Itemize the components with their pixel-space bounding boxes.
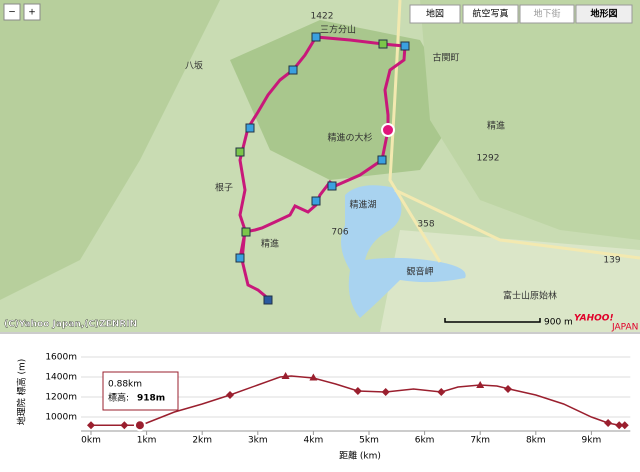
route-marker-diamond[interactable] <box>604 419 613 427</box>
route-marker-diamond[interactable] <box>437 388 446 396</box>
elevation-line <box>91 375 625 426</box>
route-marker-diamond[interactable] <box>353 387 362 395</box>
lake <box>341 185 466 318</box>
x-tick-label: 6km <box>415 436 435 446</box>
terrain <box>380 230 640 332</box>
scale-bar <box>444 318 541 323</box>
map-label: 精進の大杉 <box>327 132 372 144</box>
waypoint[interactable] <box>377 155 387 165</box>
map-label: 1292 <box>477 154 500 164</box>
map-label: 三方分山 <box>320 24 356 36</box>
waypoint[interactable] <box>263 295 273 305</box>
x-axis-title: 距離 (km) <box>339 450 381 462</box>
map-tab[interactable] <box>575 4 633 24</box>
route-marker-diamond[interactable] <box>226 391 234 399</box>
waypoint[interactable] <box>400 41 410 51</box>
x-tick-label: 2km <box>192 436 212 446</box>
map-label: 富士山原始林 <box>503 290 557 302</box>
terrain <box>420 0 640 240</box>
logo: YAHOO! <box>574 314 614 324</box>
map-label: 706 <box>331 228 348 238</box>
map-label: 八坂 <box>185 61 203 72</box>
map-tab[interactable] <box>462 4 519 24</box>
terrain <box>0 0 220 300</box>
map-labels: 1422三方分山八坂根子精進精進の大杉古関町精進1292精進湖358706観音岬… <box>185 12 621 302</box>
map-label: 観音岬 <box>406 266 433 278</box>
map-type-tabs: 地図 航空写真 地下街 地形図 <box>409 4 633 24</box>
zoom-out-button[interactable] <box>3 3 21 21</box>
map: 1422三方分山八坂根子精進精進の大杉古関町精進1292精進湖358706観音岬… <box>0 0 640 333</box>
y-tick-label: 1000m <box>45 413 77 423</box>
waypoint[interactable] <box>327 181 337 191</box>
route-marker-triangle[interactable] <box>309 373 318 381</box>
route-marker-triangle[interactable] <box>281 372 290 379</box>
map-label: 精進 <box>487 120 505 132</box>
y-tick-label: 1200m <box>45 393 77 403</box>
route <box>238 35 407 302</box>
waypoint[interactable] <box>245 123 255 133</box>
x-tick-label: 3km <box>248 436 268 446</box>
map-label: 精進湖 <box>349 199 376 211</box>
route-marker-triangle[interactable] <box>476 381 485 388</box>
route-marker-diamond[interactable] <box>620 421 629 430</box>
scale-label: 900 m <box>544 318 573 328</box>
map-tab[interactable] <box>519 4 575 24</box>
map-tab[interactable] <box>409 4 461 24</box>
tooltip-label: 標高: <box>108 392 129 404</box>
route-marker-diamond[interactable] <box>87 421 95 430</box>
route-marker-diamond[interactable] <box>504 385 512 393</box>
y-axis-title: 地理院 標高 (m) <box>16 359 28 426</box>
zoom-in-button[interactable] <box>23 3 41 21</box>
map-tab-label[interactable]: 地下街 <box>533 8 560 20</box>
zoom-out-label[interactable]: − <box>8 8 16 18</box>
route-marker-diamond[interactable] <box>381 388 390 396</box>
zoom-in-label[interactable]: + <box>28 8 36 18</box>
waypoint[interactable] <box>311 32 321 42</box>
x-tick-label: 0km <box>81 436 101 446</box>
waypoint[interactable] <box>241 227 251 237</box>
waypoint[interactable] <box>235 147 245 157</box>
x-tick-label: 8km <box>526 436 546 446</box>
map-label: 139 <box>603 256 620 266</box>
waypoint[interactable] <box>311 196 321 206</box>
x-tick-label: 4km <box>304 436 324 446</box>
map-label: 358 <box>417 220 434 230</box>
y-tick-label: 1400m <box>45 373 77 383</box>
x-tick-label: 5km <box>359 436 379 446</box>
x-tick-label: 1km <box>137 436 157 446</box>
map-tab-label[interactable]: 地形図 <box>590 8 617 20</box>
tooltip-box <box>102 371 179 411</box>
map-label: 根子 <box>215 182 233 194</box>
tooltip-point <box>133 419 146 432</box>
x-tick-label: 9km <box>582 436 602 446</box>
waypoint[interactable] <box>378 39 388 49</box>
road <box>388 0 640 263</box>
map-label: 精進 <box>261 238 279 250</box>
map-label: 古関町 <box>432 52 459 64</box>
logo-sub: JAPAN <box>611 323 638 333</box>
map-label: 1422 <box>311 12 334 22</box>
route-points <box>235 32 410 305</box>
map-tab-label[interactable]: 地図 <box>426 8 444 20</box>
x-tick-label: 7km <box>470 436 490 446</box>
current-position <box>381 123 395 137</box>
elevation-chart: 地理院 標高 (m) 距離 (km) 1000m 1200m 1400m 1600m 0… <box>16 353 631 462</box>
route-marker-diamond[interactable] <box>615 421 624 430</box>
waypoint[interactable] <box>288 65 298 75</box>
y-tick-label: 1600m <box>45 353 77 363</box>
map-tab-label[interactable]: 航空写真 <box>472 8 508 20</box>
waypoint[interactable] <box>235 253 245 263</box>
tooltip-distance: 0.88km <box>108 380 142 390</box>
tooltip-value: 918m <box>137 394 165 404</box>
copyright: (C)Yahoo Japan,(C)ZENRIN <box>4 320 137 330</box>
route-marker-diamond[interactable] <box>120 421 129 430</box>
